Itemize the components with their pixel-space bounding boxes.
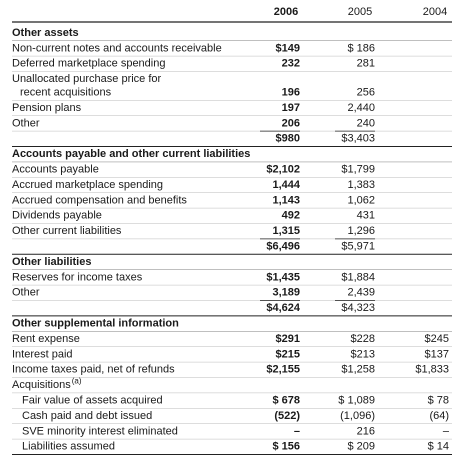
row-label: recent acquisitions (20, 87, 112, 99)
cell-value: (64) (429, 410, 449, 422)
cell-value: 197 (282, 102, 300, 114)
cell-value: 256 (357, 87, 375, 99)
cell-value: $ 209 (347, 441, 375, 453)
cell-value: – (294, 425, 300, 437)
row-label: Accrued marketplace spending (12, 179, 163, 191)
cell-value: $215 (276, 348, 300, 360)
cell-value: $1,799 (341, 164, 375, 176)
cell-value: 1,315 (272, 225, 300, 237)
cell-value: 240 (357, 117, 375, 129)
cell-value: 431 (357, 210, 375, 222)
cell-value: $1,884 (341, 271, 375, 283)
row-label: Interest paid (12, 348, 73, 360)
cell-value: $1,833 (415, 364, 449, 376)
cell-value: $ 186 (347, 42, 375, 54)
row-label: Other (12, 287, 40, 299)
year-header: 2004 (423, 6, 447, 18)
cell-value: (1,096) (340, 410, 375, 422)
cell-value: 2,440 (347, 102, 375, 114)
cell-value: 1,444 (272, 179, 300, 191)
row-label: Deferred marketplace spending (12, 58, 165, 70)
section-title: Other assets (12, 27, 79, 39)
section-title: Other supplemental information (12, 318, 179, 330)
section-title: Accounts payable and other current liabi… (12, 148, 250, 160)
cell-value: $ 678 (272, 395, 300, 407)
cell-value: (522) (274, 410, 300, 422)
row-label: Other (12, 117, 40, 129)
row-label: Fair value of assets acquired (22, 395, 163, 407)
row-label: Liabilities assumed (22, 441, 115, 453)
cell-value: $1,258 (341, 364, 375, 376)
cell-value: 206 (282, 117, 300, 129)
cell-value: $2,155 (266, 364, 300, 376)
cell-value: 216 (357, 425, 375, 437)
cell-value: $ 78 (428, 395, 449, 407)
cell-value: $1,435 (266, 271, 300, 283)
cell-value: – (443, 425, 450, 437)
row-label: Income taxes paid, net of refunds (12, 364, 175, 376)
row-label: Other current liabilities (12, 225, 122, 237)
cell-value: $137 (425, 348, 449, 360)
cell-value: $4,323 (341, 302, 375, 314)
cell-value: $291 (276, 333, 300, 345)
cell-value: $149 (276, 42, 300, 54)
cell-value: $ 1,089 (338, 395, 375, 407)
cell-value: 1,383 (347, 179, 375, 191)
cell-value: $ 14 (428, 441, 449, 453)
cell-value: $ 156 (272, 441, 300, 453)
cell-value: $245 (425, 333, 449, 345)
cell-value: $228 (351, 333, 375, 345)
row-label: Accounts payable (12, 164, 99, 176)
cell-value: $2,102 (266, 164, 300, 176)
row-label: Reserves for income taxes (12, 271, 143, 283)
row-label: Accrued compensation and benefits (12, 194, 187, 206)
cell-value: $4,624 (266, 302, 301, 314)
cell-value: 196 (282, 87, 300, 99)
row-label: Dividends payable (12, 210, 102, 222)
row-label: Rent expense (12, 333, 80, 345)
cell-value: 2,439 (347, 287, 375, 299)
cell-value: $980 (276, 133, 300, 145)
cell-value: 1,143 (272, 194, 300, 206)
cell-value: $5,971 (341, 241, 375, 253)
row-label: Non-current notes and accounts receivabl… (12, 42, 222, 54)
row-label: SVE minority interest eliminated (22, 425, 178, 437)
row-label: Cash paid and debt issued (22, 410, 152, 422)
cell-value: $213 (351, 348, 375, 360)
footnote-ref: (a) (72, 376, 82, 385)
cell-value: 3,189 (272, 287, 300, 299)
row-label: Pension plans (12, 102, 82, 114)
cell-value: 281 (357, 58, 375, 70)
cell-value: 232 (282, 58, 300, 70)
cell-value: 1,296 (347, 225, 375, 237)
cell-value: $3,403 (341, 133, 375, 145)
cell-value: 1,062 (347, 194, 375, 206)
year-header: 2005 (348, 6, 372, 18)
cell-value: $6,496 (266, 241, 300, 253)
cell-value: 492 (282, 210, 300, 222)
row-label: Unallocated purchase price for (12, 73, 162, 85)
section-title: Other liabilities (12, 256, 91, 268)
year-header: 2006 (274, 6, 298, 18)
row-label: Acquisitions (12, 379, 71, 391)
